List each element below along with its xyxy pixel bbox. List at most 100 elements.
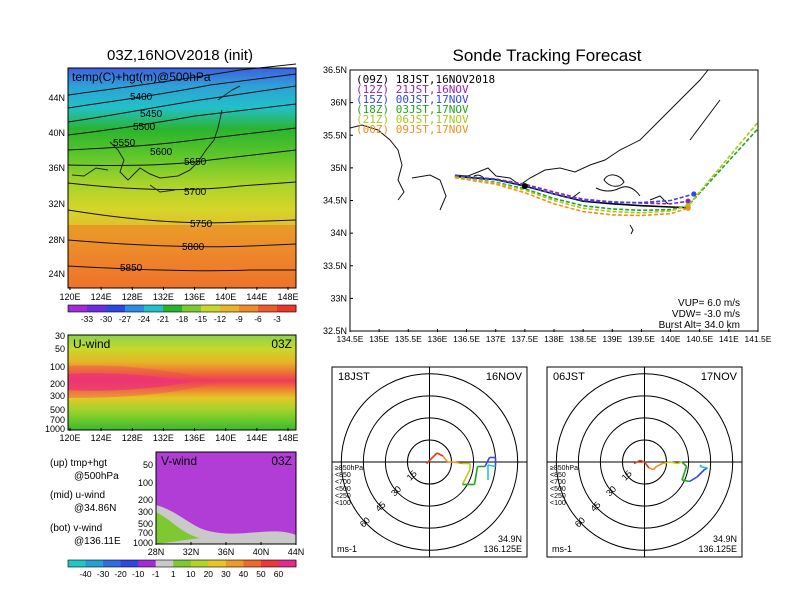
vwind-ytick-label: 50 bbox=[143, 460, 153, 470]
hodograph-unit: ms-1 bbox=[337, 544, 357, 554]
map500-ytick-label: 44N bbox=[48, 93, 65, 103]
hodograph-segment bbox=[652, 465, 658, 471]
trajectory-midpoint-marker bbox=[521, 183, 528, 190]
hodograph-segment bbox=[643, 461, 650, 469]
tracking-param-vdw: VDW= -3.0 m/s bbox=[672, 309, 740, 320]
map500-ytick-label: 24N bbox=[48, 269, 65, 279]
tracking-ytick-label: 34.5N bbox=[323, 196, 347, 206]
contour-label: 5550 bbox=[113, 138, 136, 149]
hodograph-level-label: <100 bbox=[550, 500, 566, 507]
hodograph-ring-label: 30 bbox=[389, 484, 403, 498]
map500-colorbar-outline bbox=[67, 304, 297, 313]
tracking-trajectories bbox=[454, 121, 759, 217]
vwind-xtick-label: 44N bbox=[288, 547, 305, 557]
uwind-xtick-label: 128E bbox=[122, 433, 143, 443]
legend-up-2: @500hPa bbox=[74, 471, 119, 482]
tracking-legend-entry: (18Z) 03JST,17NOV bbox=[356, 103, 469, 116]
hodograph-segment bbox=[487, 464, 496, 468]
wind-colorbar-label: -1 bbox=[152, 569, 160, 579]
hodograph-segment bbox=[453, 461, 463, 465]
tracking-ytick-label: 36N bbox=[330, 98, 347, 108]
vwind-ytick-label: 1000 bbox=[133, 538, 153, 548]
tracking-xtick-label: 136.5E bbox=[453, 334, 480, 344]
map500-colorbar-label: -9 bbox=[235, 314, 243, 324]
hodograph-time: 18JST bbox=[338, 371, 370, 383]
map500-xtick-label: 140E bbox=[215, 292, 236, 302]
hodograph-segment bbox=[656, 462, 663, 468]
hodograph-ring-label: 60 bbox=[573, 515, 587, 529]
map500-colorbar-label: -33 bbox=[81, 314, 94, 324]
wind-colorbar-swatch bbox=[173, 560, 192, 567]
map500-frame bbox=[67, 67, 297, 289]
tracking-title: Sonde Tracking Forecast bbox=[453, 46, 642, 65]
contour-label: 5400 bbox=[130, 92, 153, 103]
map500-colorbar-swatch bbox=[277, 305, 297, 312]
uwind-ytick-label: 200 bbox=[50, 379, 65, 389]
uwind-xtick-label: 120E bbox=[59, 433, 80, 443]
trajectory-end-5 bbox=[685, 205, 691, 211]
wind-colorbar-swatch bbox=[208, 560, 227, 567]
tracking-xtick-label: 139E bbox=[602, 334, 622, 344]
vwind-xtick-label: 32N bbox=[183, 547, 200, 557]
vwind-ytick-label: 100 bbox=[138, 478, 153, 488]
tracking-xtick-label: 140.5E bbox=[686, 334, 713, 344]
map500-label: temp(C)+hgt(m)@500hPa bbox=[72, 70, 211, 84]
hodograph-level-label: ≥850hPa bbox=[335, 465, 363, 472]
hodograph-segment bbox=[425, 456, 434, 465]
map500-contours bbox=[67, 63, 297, 272]
tracking-param-vup: VUP= 6.0 m/s bbox=[678, 298, 740, 309]
tracking-xtick-label: 141.5E bbox=[745, 334, 772, 344]
hodograph-segment bbox=[699, 464, 703, 468]
uwind-xtick-label: 140E bbox=[215, 433, 236, 443]
map500-colorbar-swatch bbox=[258, 305, 278, 312]
hodograph-segment bbox=[699, 465, 708, 469]
hodograph-segment bbox=[431, 452, 438, 459]
wind-colorbar: -40 -30 -20 -10 -1 1 10 20 30 40 50 60 bbox=[67, 559, 297, 579]
tracking-ytick-label: 33.5N bbox=[323, 261, 347, 271]
vwind-xtick-label: 40N bbox=[253, 547, 270, 557]
wind-colorbar-swatch bbox=[68, 560, 87, 567]
vwind-time: 03Z bbox=[271, 454, 292, 468]
map500-xtick-label: 136E bbox=[184, 292, 205, 302]
tracking-xtick-label: 138E bbox=[544, 334, 564, 344]
vwind-ytick-label: 200 bbox=[138, 495, 153, 505]
hodograph-level-label: <100 bbox=[335, 500, 351, 507]
uwind-ytick-label: 30 bbox=[55, 331, 65, 341]
hodograph-segment bbox=[696, 468, 706, 478]
tracking-xtick-label: 138.5E bbox=[570, 334, 597, 344]
tracking-param-burst: Burst Alt= 34.0 km bbox=[659, 320, 740, 331]
legend-up-1: (up) tmp+hgt bbox=[50, 458, 107, 469]
uwind-xtick-label: 136E bbox=[184, 433, 205, 443]
hodograph-segment bbox=[484, 457, 491, 467]
wind-colorbar-swatch bbox=[85, 560, 104, 567]
trajectory-5 bbox=[454, 176, 689, 217]
wind-colorbar-label: 30 bbox=[221, 569, 231, 579]
tracking-xtick-label: 141E bbox=[719, 334, 739, 344]
hodograph-segment bbox=[677, 461, 683, 465]
map500-xtick-label: 124E bbox=[91, 292, 112, 302]
wind-colorbar-swatch bbox=[243, 560, 262, 567]
wind-colorbar-outline bbox=[67, 559, 297, 568]
tracking-xtick-label: 140E bbox=[661, 334, 681, 344]
uwind-ytick-label: 1000 bbox=[45, 424, 65, 434]
wind-colorbar-label: 1 bbox=[171, 569, 176, 579]
trajectory-1 bbox=[454, 174, 689, 205]
map500-colorbar-label: -30 bbox=[100, 314, 113, 324]
uwind-xtick-label: 132E bbox=[153, 433, 174, 443]
vwind-ytick-label: 300 bbox=[138, 507, 153, 517]
tracking-ytick-label: 36.5N bbox=[323, 65, 347, 75]
tracking-legend-entry: (15Z) 00JST,17NOV bbox=[356, 93, 469, 106]
hodograph-lon: 136.125E bbox=[698, 544, 737, 554]
legend-mid-2: @34.86N bbox=[74, 503, 116, 514]
uwind-frame bbox=[67, 334, 297, 431]
hodograph-segment bbox=[689, 476, 698, 483]
hodograph-segment bbox=[648, 467, 654, 471]
hodograph-date: 17NOV bbox=[701, 371, 738, 383]
map500-colorbar: -33 -30 -27 -24 -21 -18 -15 -12 -9 -6 -3 bbox=[67, 304, 297, 324]
map500-xtick-label: 132E bbox=[153, 292, 174, 302]
tracking-ytick-label: 32.5N bbox=[323, 326, 347, 336]
map500-title: 03Z,16NOV2018 (init) bbox=[107, 47, 253, 64]
vwind-ytick-label: 700 bbox=[138, 528, 153, 538]
map500-xtick-label: 148E bbox=[277, 292, 298, 302]
